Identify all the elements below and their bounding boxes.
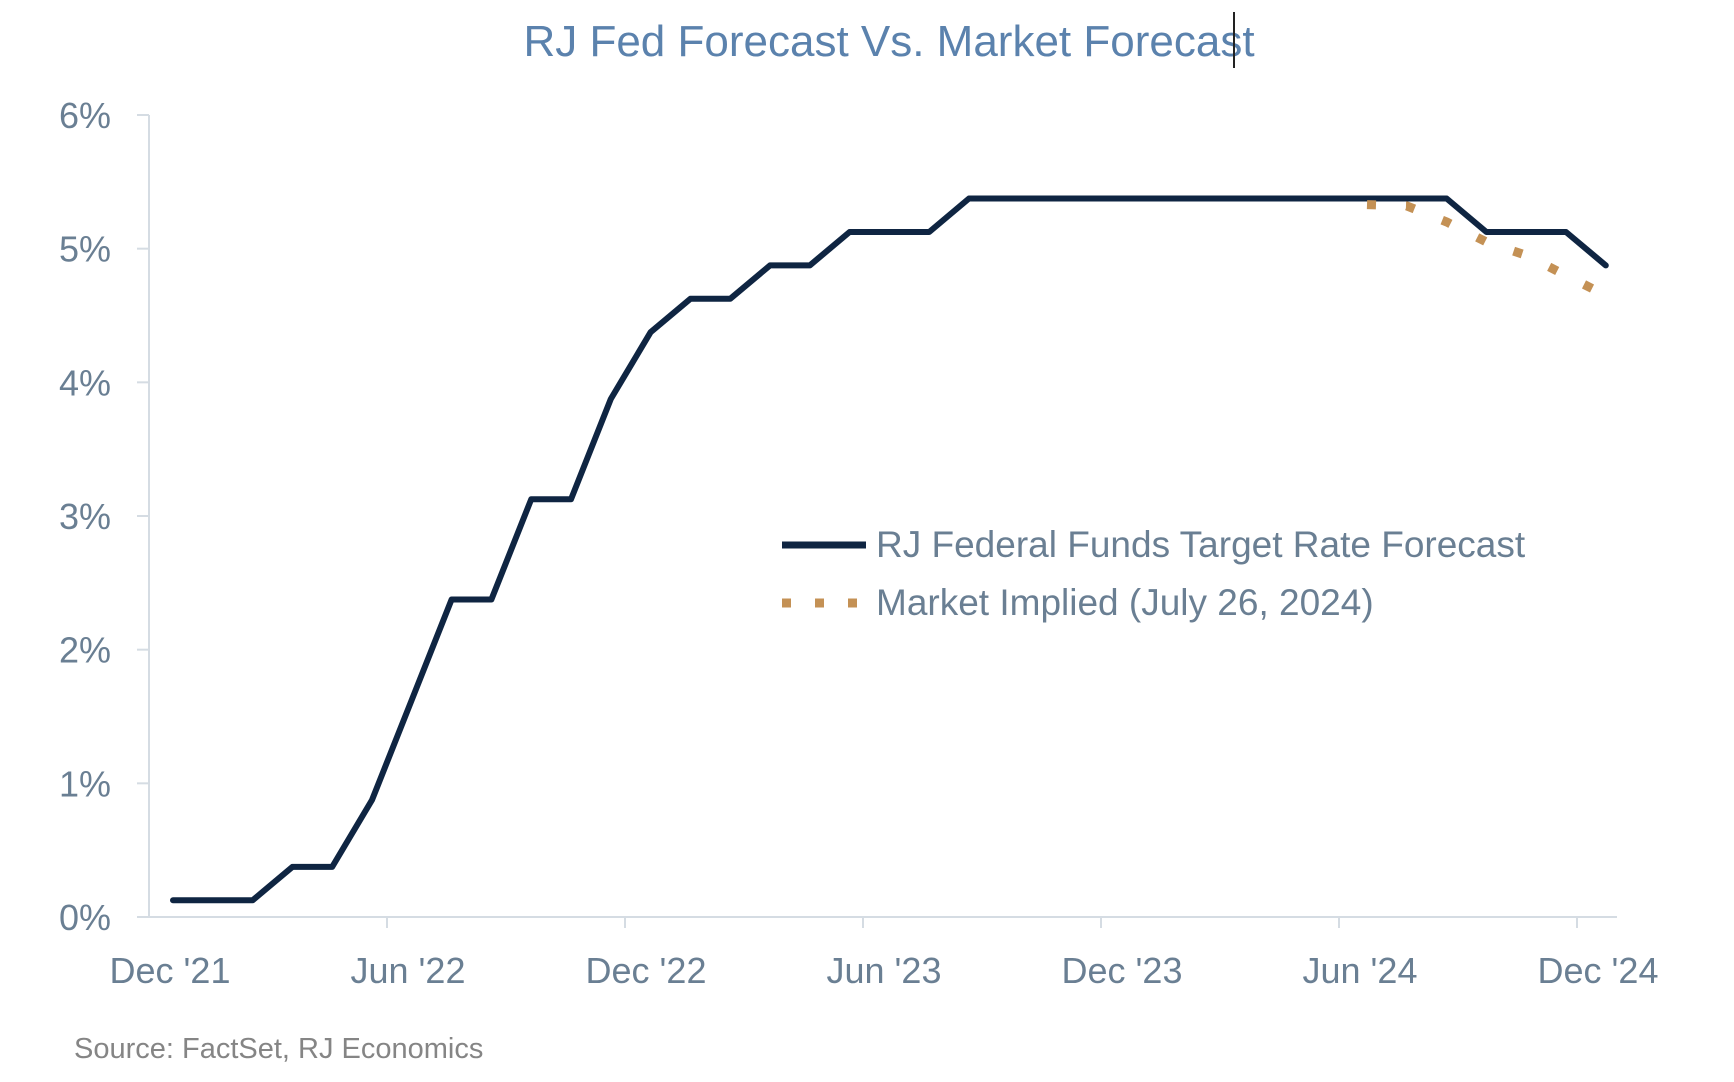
chart-title: RJ Fed Forecast Vs. Market Forecast xyxy=(523,17,1254,66)
legend-label-rj-forecast: RJ Federal Funds Target Rate Forecast xyxy=(876,524,1526,565)
x-axis: Dec '21 Jun '22 Dec '22 Jun '23 Dec '23 Jun '… xyxy=(110,917,1659,991)
y-tick-label: 1% xyxy=(59,763,111,804)
y-tick-label: 3% xyxy=(59,496,111,537)
y-tick-label: 6% xyxy=(59,95,111,136)
series-line-rj-forecast xyxy=(170,195,1609,904)
series-layer xyxy=(170,195,1609,904)
x-tick-label: Dec '22 xyxy=(586,950,707,991)
x-tick-label: Dec '23 xyxy=(1062,950,1183,991)
series-line-market-implied xyxy=(1366,200,1608,300)
x-tick-label: Jun '24 xyxy=(1303,950,1418,991)
legend-label-market-implied: Market Implied (July 26, 2024) xyxy=(876,582,1374,623)
y-tick-label: 0% xyxy=(59,897,111,938)
x-tick-label: Dec '21 xyxy=(110,950,231,991)
y-tick-label: 2% xyxy=(59,630,111,671)
x-tick-label: Jun '22 xyxy=(351,950,466,991)
plot-area: 0% 1% 2% 3% 4% 5% 6% Dec '21 Jun '22 Dec '22 Jun … xyxy=(59,95,1659,991)
x-tick-label: Jun '23 xyxy=(827,950,942,991)
legend: RJ Federal Funds Target Rate Forecast Ma… xyxy=(782,524,1526,623)
y-tick-label: 4% xyxy=(59,362,111,403)
y-tick-label: 5% xyxy=(59,229,111,270)
x-tick-label: Dec '24 xyxy=(1538,950,1659,991)
y-axis: 0% 1% 2% 3% 4% 5% 6% xyxy=(59,95,149,938)
source-note: Source: FactSet, RJ Economics xyxy=(74,1033,483,1065)
